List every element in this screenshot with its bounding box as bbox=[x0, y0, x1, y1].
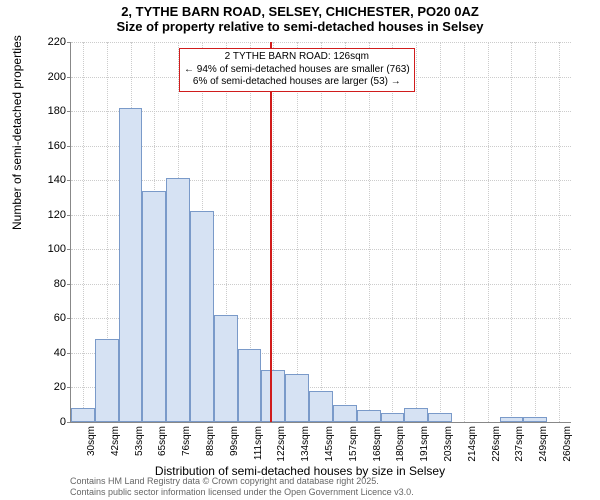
x-tick-label: 157sqm bbox=[348, 426, 359, 462]
y-tick-label: 100 bbox=[36, 243, 66, 255]
y-tick-mark bbox=[67, 249, 71, 250]
y-tick-mark bbox=[67, 422, 71, 423]
reference-line bbox=[270, 42, 272, 422]
x-tick-label: 191sqm bbox=[419, 426, 430, 462]
histogram-bar bbox=[428, 413, 452, 422]
annotation-line: 6% of semi-detached houses are larger (5… bbox=[184, 76, 410, 89]
histogram-bar bbox=[404, 408, 428, 422]
footer-line-1: Contains HM Land Registry data © Crown c… bbox=[70, 476, 414, 487]
x-tick-label: 65sqm bbox=[157, 426, 168, 456]
y-tick-label: 160 bbox=[36, 140, 66, 152]
page-title-2: Size of property relative to semi-detach… bbox=[0, 19, 600, 34]
chart-area: 30sqm42sqm53sqm65sqm76sqm88sqm99sqm111sq… bbox=[70, 42, 570, 422]
y-tick-mark bbox=[67, 42, 71, 43]
y-tick-label: 0 bbox=[36, 416, 66, 428]
x-tick-label: 249sqm bbox=[538, 426, 549, 462]
y-tick-mark bbox=[67, 111, 71, 112]
histogram-bar bbox=[261, 370, 285, 422]
annotation-box: 2 TYTHE BARN ROAD: 126sqm← 94% of semi-d… bbox=[179, 48, 415, 92]
x-tick-label: 226sqm bbox=[491, 426, 502, 462]
y-tick-mark bbox=[67, 284, 71, 285]
gridline-v bbox=[83, 42, 85, 422]
x-tick-label: 168sqm bbox=[372, 426, 383, 462]
x-tick-label: 134sqm bbox=[300, 426, 311, 462]
y-tick-label: 140 bbox=[36, 174, 66, 186]
y-tick-label: 220 bbox=[36, 36, 66, 48]
y-tick-mark bbox=[67, 387, 71, 388]
x-tick-label: 53sqm bbox=[134, 426, 145, 456]
y-tick-label: 20 bbox=[36, 381, 66, 393]
annotation-line: 2 TYTHE BARN ROAD: 126sqm bbox=[184, 51, 410, 64]
histogram-bar bbox=[333, 405, 357, 422]
x-tick-label: 30sqm bbox=[86, 426, 97, 456]
histogram-bar bbox=[95, 339, 119, 422]
y-tick-label: 40 bbox=[36, 347, 66, 359]
gridline-v bbox=[392, 42, 394, 422]
y-tick-label: 180 bbox=[36, 105, 66, 117]
annotation-line: ← 94% of semi-detached houses are smalle… bbox=[184, 64, 410, 77]
y-tick-mark bbox=[67, 353, 71, 354]
chart-container: 2, TYTHE BARN ROAD, SELSEY, CHICHESTER, … bbox=[0, 0, 600, 500]
x-tick-label: 214sqm bbox=[467, 426, 478, 462]
histogram-bar bbox=[523, 417, 547, 422]
gridline-v bbox=[416, 42, 418, 422]
gridline-v bbox=[559, 42, 561, 422]
histogram-bar bbox=[71, 408, 95, 422]
histogram-bar bbox=[166, 178, 190, 422]
x-tick-label: 76sqm bbox=[181, 426, 192, 456]
x-tick-label: 99sqm bbox=[229, 426, 240, 456]
footer-line-2: Contains public sector information licen… bbox=[70, 487, 414, 498]
gridline-v bbox=[511, 42, 513, 422]
y-tick-mark bbox=[67, 146, 71, 147]
y-tick-mark bbox=[67, 180, 71, 181]
y-tick-mark bbox=[67, 77, 71, 78]
x-tick-label: 180sqm bbox=[395, 426, 406, 462]
histogram-bar bbox=[309, 391, 333, 422]
x-tick-label: 237sqm bbox=[514, 426, 525, 462]
x-tick-label: 122sqm bbox=[276, 426, 287, 462]
histogram-bar bbox=[190, 211, 214, 422]
histogram-bar bbox=[238, 349, 262, 422]
y-tick-label: 60 bbox=[36, 312, 66, 324]
histogram-bar bbox=[119, 108, 143, 422]
gridline-v bbox=[321, 42, 323, 422]
gridline-v bbox=[369, 42, 371, 422]
histogram-bar bbox=[381, 413, 405, 422]
y-tick-mark bbox=[67, 318, 71, 319]
y-tick-label: 120 bbox=[36, 209, 66, 221]
gridline-v bbox=[464, 42, 466, 422]
y-tick-label: 80 bbox=[36, 278, 66, 290]
gridline-v bbox=[273, 42, 275, 422]
y-axis-label: Number of semi-detached properties bbox=[10, 35, 24, 230]
gridline-v bbox=[535, 42, 537, 422]
histogram-bar bbox=[285, 374, 309, 422]
x-tick-label: 203sqm bbox=[443, 426, 454, 462]
histogram-bar bbox=[357, 410, 381, 422]
y-tick-mark bbox=[67, 215, 71, 216]
histogram-bar bbox=[500, 417, 524, 422]
y-tick-label: 200 bbox=[36, 71, 66, 83]
gridline-v bbox=[440, 42, 442, 422]
gridline-v bbox=[488, 42, 490, 422]
x-tick-label: 260sqm bbox=[562, 426, 573, 462]
histogram-bar bbox=[142, 191, 166, 422]
x-tick-label: 111sqm bbox=[253, 426, 264, 460]
page-title-1: 2, TYTHE BARN ROAD, SELSEY, CHICHESTER, … bbox=[0, 0, 600, 19]
gridline-v bbox=[297, 42, 299, 422]
x-tick-label: 145sqm bbox=[324, 426, 335, 462]
gridline-v bbox=[345, 42, 347, 422]
plot-region: 30sqm42sqm53sqm65sqm76sqm88sqm99sqm111sq… bbox=[70, 42, 571, 423]
footer-attribution: Contains HM Land Registry data © Crown c… bbox=[70, 476, 414, 498]
x-tick-label: 42sqm bbox=[110, 426, 121, 456]
histogram-bar bbox=[214, 315, 238, 422]
x-tick-label: 88sqm bbox=[205, 426, 216, 456]
